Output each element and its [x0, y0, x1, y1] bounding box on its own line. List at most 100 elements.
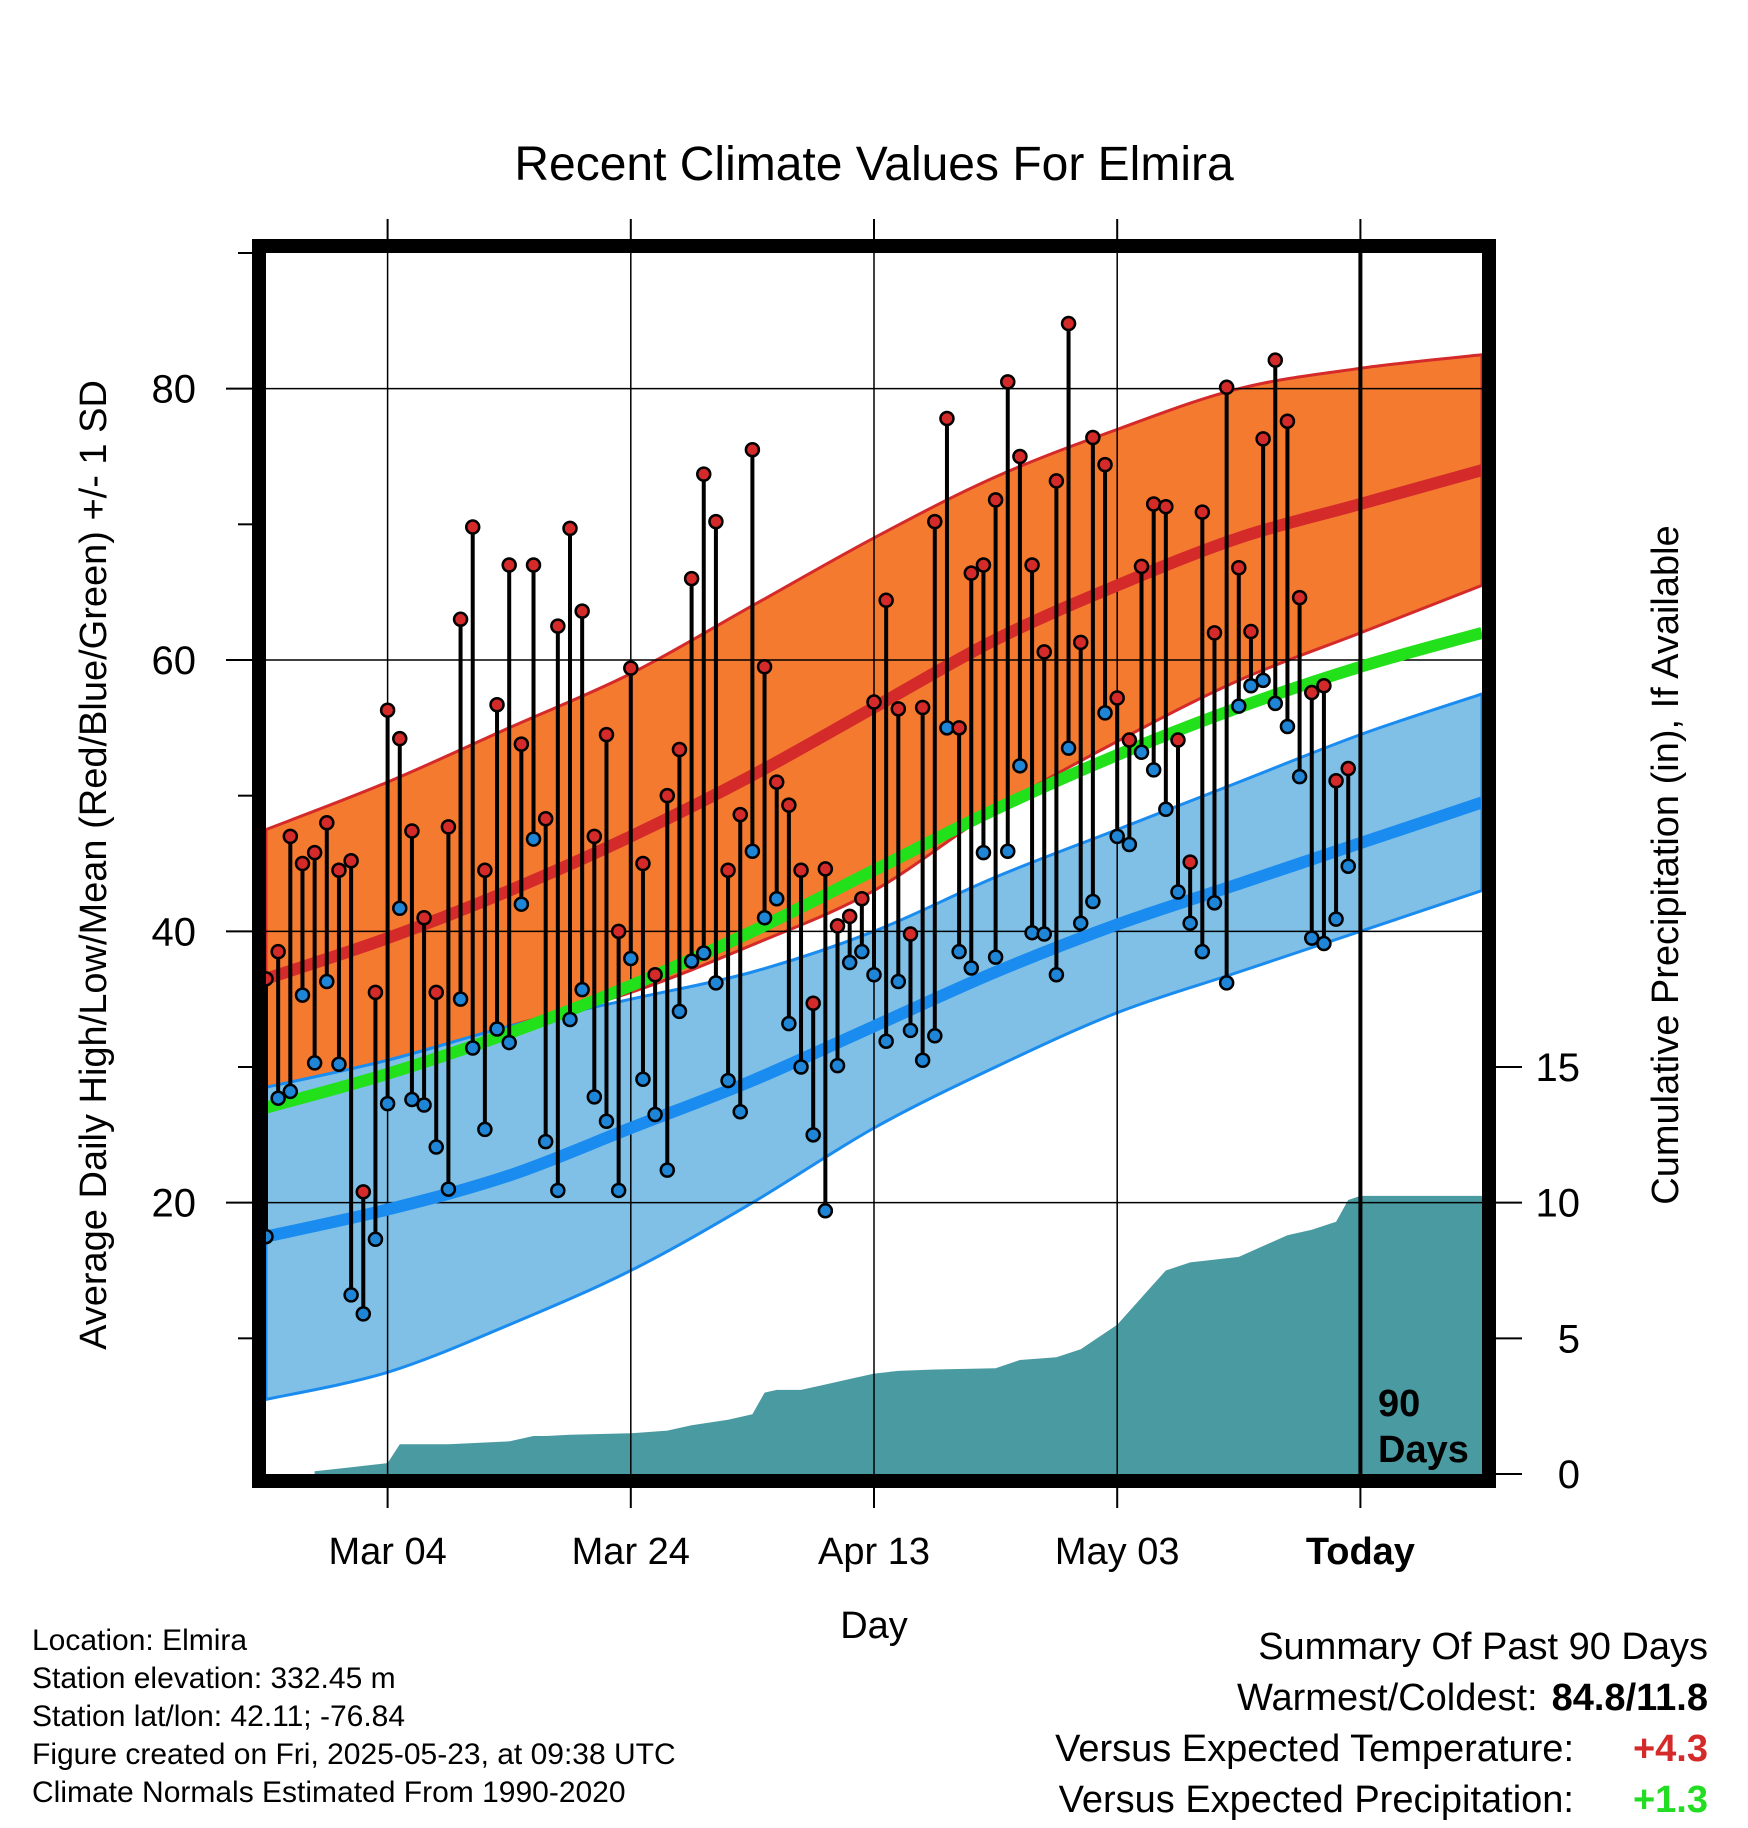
- daily-high-point: [404, 823, 420, 839]
- precipitation-area-group: [314, 1195, 1483, 1474]
- x-axis-title: Day: [840, 1605, 908, 1647]
- daily-low-point: [294, 987, 311, 1003]
- daily-low-point: [525, 831, 542, 847]
- normals-text: Climate Normals Estimated From 1990-2020: [32, 1776, 626, 1809]
- daily-high-point: [574, 603, 590, 619]
- daily-high-point: [902, 926, 919, 942]
- daily-high-point: [294, 855, 311, 872]
- temp-value: +4.3: [1632, 1728, 1708, 1770]
- daily-low-point: [1340, 858, 1356, 874]
- daily-high-point: [1060, 315, 1077, 332]
- daily-high-point: [866, 694, 882, 710]
- daily-low-point: [404, 1091, 420, 1108]
- daily-low-point: [951, 943, 967, 960]
- daily-low-point: [635, 1071, 651, 1087]
- daily-low-point: [854, 943, 870, 960]
- daily-low-point: [1085, 893, 1101, 910]
- daily-low-point: [1279, 718, 1296, 735]
- daily-high-point: [623, 660, 639, 676]
- daily-high-point: [1243, 623, 1259, 640]
- daily-high-point: [939, 410, 955, 427]
- daily-high-point: [525, 557, 542, 573]
- daily-high-point: [720, 862, 736, 879]
- x-tick-label: Mar 04: [328, 1531, 446, 1573]
- daily-low-point: [270, 1090, 286, 1106]
- daily-low-point: [805, 1127, 821, 1143]
- daily-low-point: [464, 1040, 481, 1056]
- daily-high-point: [416, 910, 432, 926]
- daily-low-point: [623, 950, 639, 967]
- y2-tick-label: 0: [1558, 1453, 1580, 1497]
- summary-panel: Summary Of Past 90 Days Warmest/Coldest:…: [1055, 1622, 1708, 1826]
- daily-high-point: [550, 618, 566, 634]
- daily-low-point: [1182, 915, 1198, 931]
- y-tick-label: 40: [152, 910, 197, 954]
- daily-low-point: [1328, 911, 1344, 927]
- daily-high-point: [343, 853, 359, 869]
- daily-high-point: [610, 923, 627, 940]
- daily-high-point: [659, 787, 676, 804]
- x-tick-label: May 03: [1055, 1531, 1180, 1573]
- daily-high-point: [890, 701, 907, 717]
- daily-high-point: [464, 519, 481, 535]
- daily-low-point: [793, 1059, 809, 1075]
- summary-temp: Versus Expected Temperature: +4.3: [1055, 1724, 1708, 1775]
- y-axis-title: Average Daily High/Low/Mean (Red/Blue/Gr…: [73, 380, 115, 1350]
- daily-low-point: [647, 1106, 663, 1123]
- daily-high-point: [1328, 772, 1344, 789]
- daily-low-point: [1304, 930, 1320, 946]
- daily-high-point: [1072, 634, 1089, 651]
- daily-high-point: [1145, 496, 1162, 512]
- daily-high-point: [562, 520, 578, 537]
- daily-high-point: [841, 908, 858, 925]
- daily-high-point: [987, 492, 1004, 508]
- daily-high-point: [1012, 448, 1028, 465]
- daily-low-point: [987, 949, 1004, 965]
- daily-high-point: [963, 565, 980, 581]
- daily-low-point: [1121, 836, 1138, 853]
- daily-high-point: [1231, 559, 1247, 576]
- daily-low-point: [683, 953, 700, 969]
- plot-border: [252, 239, 1496, 1488]
- daily-low-point: [331, 1056, 347, 1073]
- daily-low-point: [562, 1011, 578, 1028]
- daily-high-point: [732, 806, 748, 823]
- daily-high-point: [951, 720, 967, 736]
- daily-low-point: [732, 1104, 748, 1120]
- daily-high-point: [1182, 854, 1198, 870]
- daily-low-point: [501, 1034, 517, 1051]
- daily-low-point: [1158, 801, 1174, 817]
- daily-high-point: [1218, 379, 1235, 396]
- daily-high-point: [781, 797, 797, 813]
- daily-low-point: [756, 910, 773, 926]
- daily-high-point: [331, 862, 347, 879]
- daily-high-point: [1267, 352, 1284, 368]
- daily-low-point: [1012, 758, 1028, 774]
- station-info: Location: Elmira Station elevation: 332.…: [32, 1622, 676, 1812]
- daily-low-point: [489, 1021, 505, 1037]
- daily-high-point: [1279, 413, 1296, 429]
- period-label-unit: Days: [1378, 1429, 1469, 1471]
- daily-low-point: [477, 1121, 493, 1138]
- daily-high-point: [878, 592, 894, 609]
- daily-low-point: [720, 1072, 736, 1089]
- daily-low-point: [586, 1089, 603, 1105]
- daily-low-point: [768, 891, 785, 907]
- daily-low-point: [817, 1203, 834, 1219]
- daily-high-point: [647, 966, 663, 983]
- precipitation-area: [314, 1195, 1483, 1474]
- daily-low-point: [1000, 843, 1016, 860]
- daily-low-point: [1255, 672, 1271, 689]
- daily-high-point: [477, 862, 493, 879]
- period-label-number: 90: [1378, 1383, 1420, 1425]
- daily-high-point: [927, 513, 943, 530]
- daily-high-point: [829, 918, 846, 934]
- daily-high-point: [367, 984, 384, 1001]
- daily-high-point: [513, 736, 530, 752]
- daily-low-point: [513, 896, 530, 912]
- elevation-text: Station elevation: 332.45 m: [32, 1662, 396, 1695]
- axis-ticks: Mar 04 Mar 24 Apr 13 May 03 Today 20 40 60 80 0 5 1…: [152, 219, 1580, 1573]
- daily-high-point: [282, 828, 299, 845]
- created-text: Figure created on Fri, 2025-05-23, at 09…: [32, 1738, 676, 1771]
- daily-low-point: [537, 1133, 554, 1150]
